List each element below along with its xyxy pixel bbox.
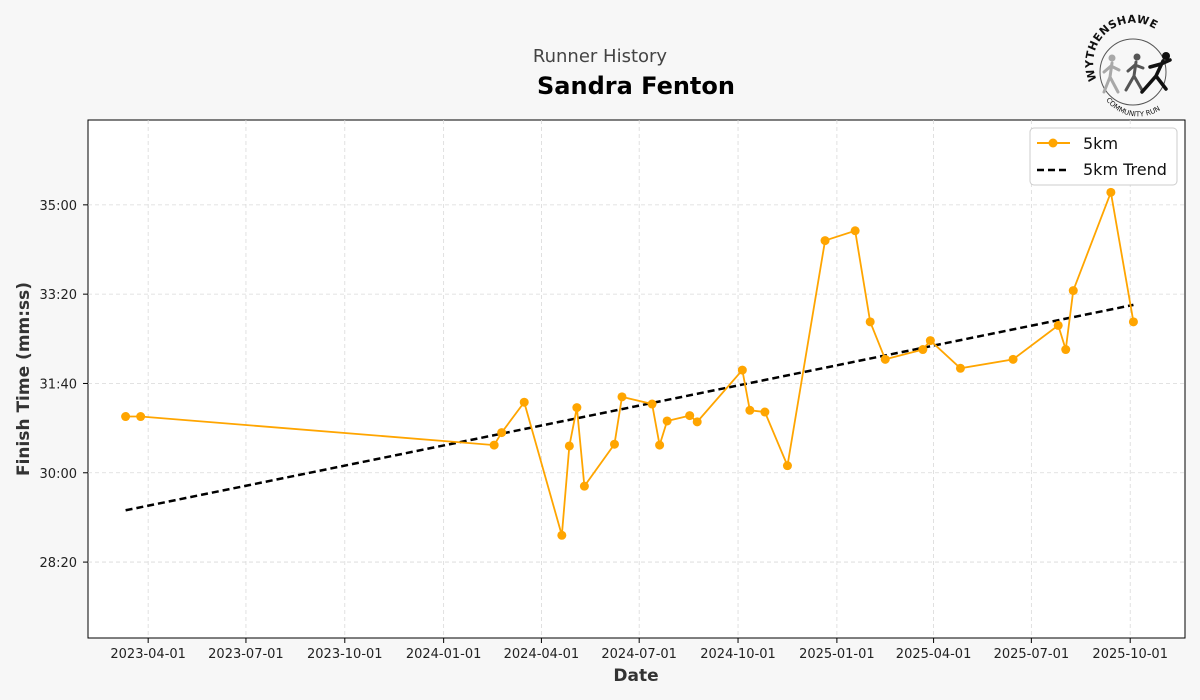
logo-runner-3-icon [1140, 52, 1172, 94]
data-point-5km [655, 440, 665, 450]
data-point-5km [865, 317, 875, 327]
y-axis-label: Finish Time (mm:ss) [14, 282, 34, 476]
y-tick-label: 35:00 [40, 199, 77, 214]
chart-supertitle: Runner History [532, 46, 668, 67]
x-tick-label: 2024-10-01 [700, 647, 776, 662]
logo: WYTHENSHAWE COMMUNITY RUN [1083, 13, 1172, 119]
data-point-5km [850, 226, 860, 236]
plot-area [87, 119, 1186, 639]
data-point-5km [925, 336, 935, 346]
data-point-5km [1106, 187, 1116, 197]
x-tick-label: 2024-01-01 [406, 647, 482, 662]
legend: 5km 5km Trend [1029, 127, 1178, 186]
data-point-5km [519, 397, 529, 407]
data-point-5km [647, 399, 657, 409]
x-tick-label: 2025-01-01 [799, 647, 875, 662]
data-point-5km [1008, 354, 1018, 364]
data-point-5km [136, 412, 146, 422]
data-point-5km [1128, 317, 1138, 327]
logo-top-text: WYTHENSHAWE [1083, 13, 1160, 83]
data-point-5km [880, 354, 890, 364]
data-point-5km [617, 392, 627, 402]
data-point-5km [1068, 286, 1078, 296]
data-point-5km [609, 439, 619, 449]
data-point-5km [557, 530, 567, 540]
x-axis-label: Date [613, 666, 658, 686]
legend-marker-5km [1048, 138, 1058, 148]
data-point-5km [579, 481, 589, 491]
y-tick-label: 33:20 [40, 288, 77, 303]
x-tick-label: 2025-07-01 [994, 647, 1070, 662]
logo-ring [1099, 38, 1167, 106]
y-tick-label: 30:00 [40, 467, 77, 482]
x-tick-label: 2024-07-01 [601, 647, 677, 662]
data-point-5km [685, 411, 695, 421]
x-tick-label: 2025-10-01 [1092, 647, 1168, 662]
data-point-5km [564, 441, 574, 451]
data-point-5km [955, 363, 965, 373]
data-point-5km [1061, 345, 1071, 355]
data-point-5km [572, 403, 582, 413]
data-point-5km [662, 416, 672, 426]
x-tick-label: 2024-04-01 [504, 647, 580, 662]
logo-runner-2-icon [1124, 53, 1145, 92]
data-point-5km [497, 428, 507, 438]
data-point-5km [760, 407, 770, 417]
x-tick-label: 2023-10-01 [307, 647, 383, 662]
grid-lines [88, 120, 1185, 638]
data-point-5km [782, 461, 792, 471]
x-tick-label: 2023-07-01 [208, 647, 284, 662]
data-point-5km [737, 365, 747, 375]
legend-label-trend: 5km Trend [1083, 160, 1167, 179]
chart-title: Sandra Fenton [537, 72, 735, 100]
legend-label-5km: 5km [1083, 134, 1118, 153]
data-point-5km [1053, 320, 1063, 330]
data-point-5km [745, 405, 755, 415]
y-tick-label: 28:20 [40, 556, 77, 571]
data-point-5km [121, 412, 131, 422]
data-point-5km [489, 440, 499, 450]
logo-runner-1-icon [1102, 54, 1121, 94]
x-tick-label: 2023-04-01 [110, 647, 186, 662]
logo-bottom-text: COMMUNITY RUN [1104, 96, 1161, 118]
y-tick-label: 31:40 [40, 377, 77, 392]
series-group [121, 187, 1138, 540]
data-point-5km [692, 417, 702, 427]
data-point-5km [820, 236, 830, 246]
x-tick-label: 2025-04-01 [896, 647, 972, 662]
series-line-5km-trend [125, 303, 1134, 512]
axis-ticks: 2023-04-01 2023-07-01 2023-10-01 2024-01-01… [40, 199, 1168, 662]
data-point-5km [918, 345, 928, 355]
